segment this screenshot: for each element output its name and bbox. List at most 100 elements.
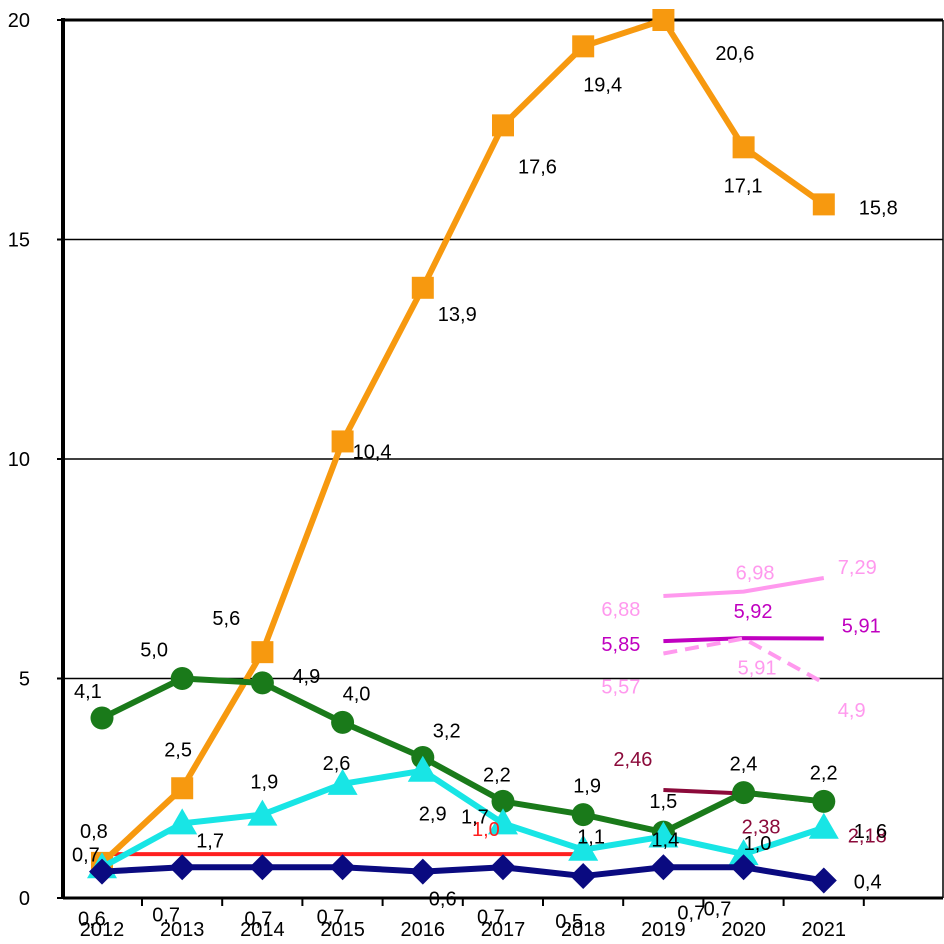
reference-line-label: 2,46 [613,749,652,771]
x-tick-label: 2016 [401,919,446,941]
reference-line-label: 6,88 [601,599,640,621]
diamond-marker [89,858,115,885]
axes: 0 5 10 15 20 2012 2013 2014 2015 2016 2017 2018 2019… [8,10,944,941]
reference-line-label: 5,57 [601,676,640,698]
y-tick-label: 5 [19,669,30,691]
square-marker [652,9,675,31]
diamond-marker [169,854,196,881]
square-marker [492,114,514,137]
series-line [101,864,825,884]
reference-line-label: 4,9 [838,700,866,722]
square-marker [572,35,595,58]
data-label: 2,9 [419,804,447,826]
reference-line [663,636,825,685]
reference-line-label: 5,91 [738,658,777,680]
data-label: 2,5 [164,739,192,761]
circle-marker [812,789,836,813]
data-label: 1,5 [649,791,677,813]
circle-marker [491,789,515,813]
series-line [99,17,826,866]
data-label: 2,6 [323,753,351,775]
x-tick-label: 2017 [481,919,526,941]
diamond-marker [249,854,276,881]
reference-line-label: 1,0 [472,819,500,841]
square-marker [411,276,434,299]
data-label: 0,8 [80,821,108,843]
data-label: 19,4 [583,74,622,96]
diamond-marker [570,863,597,890]
data-label: 0,6 [429,889,457,911]
data-series [87,9,839,894]
data-label: 20,6 [715,43,754,65]
y-tick-label: 15 [8,230,30,252]
data-label: 1,1 [577,827,605,849]
reference-line-label: 5,91 [842,616,881,638]
reference-line-label: 5,92 [734,601,773,623]
data-label: 0,7 [477,906,505,928]
data-label: 0,7 [677,902,705,924]
reference-line-label: 2,38 [742,817,781,839]
diamond-marker [490,854,516,881]
square-marker [732,136,755,159]
data-label: 1,7 [461,806,489,828]
data-label: 1,7 [196,830,224,852]
circle-marker [170,667,194,690]
x-tick-label: 2012 [80,919,125,941]
reference-line-label: 5,85 [601,634,640,656]
data-label: 2,4 [730,754,758,776]
data-label: 2,2 [810,762,838,784]
x-tick-label: 2018 [561,919,606,941]
square-marker [251,641,274,664]
diamond-marker [650,854,677,881]
square-marker [171,777,194,800]
triangle-marker [247,799,278,826]
data-label: 0,7 [704,898,732,920]
data-label: 1,9 [573,776,601,798]
diamond-marker [409,858,436,885]
data-label: 0,7 [72,844,100,866]
data-label: 1,0 [744,833,772,855]
data-label: 0,6 [78,909,106,931]
x-tick-label: 2014 [240,919,285,941]
triangle-marker [327,768,358,795]
triangle-marker [648,821,679,848]
square-marker [812,193,835,216]
data-label: 1, 6 [854,821,887,843]
data-label: 2,2 [483,764,511,786]
circle-marker [732,781,756,805]
diamond-marker [810,867,837,894]
triangle-marker [407,755,438,782]
x-tick-label: 2020 [721,919,766,941]
data-label: 4,0 [343,683,371,705]
circle-marker [331,710,355,734]
data-label: 5,6 [212,608,240,630]
x-tick-label: 2019 [641,919,686,941]
data-label: 3,2 [433,721,461,743]
reference-line [663,575,825,598]
data-label: 5,0 [140,640,168,662]
series-line [100,767,825,870]
data-label: 0,5 [555,911,583,933]
data-label: 4,9 [292,666,320,688]
square-marker [331,430,354,453]
triangle-marker [808,812,839,839]
x-tick-label: 2015 [320,919,365,941]
y-tick-label: 20 [8,10,30,32]
x-tick-label: 2013 [160,919,205,941]
reference-line-label: 6,98 [736,563,775,585]
triangle-marker [728,839,759,866]
data-label: 1,9 [250,772,278,794]
diamond-marker [329,854,356,881]
series-line [100,675,825,836]
x-tick-label: 2021 [802,919,847,941]
data-label: 0,7 [152,904,180,926]
data-label: 10,4 [353,441,392,463]
data-label: 0,4 [854,871,882,893]
data-label: 13,9 [438,304,477,326]
y-tick-label: 0 [19,888,30,910]
reference-line [663,636,824,644]
data-label: 15,8 [859,197,898,219]
data-label: 0,7 [317,906,345,928]
